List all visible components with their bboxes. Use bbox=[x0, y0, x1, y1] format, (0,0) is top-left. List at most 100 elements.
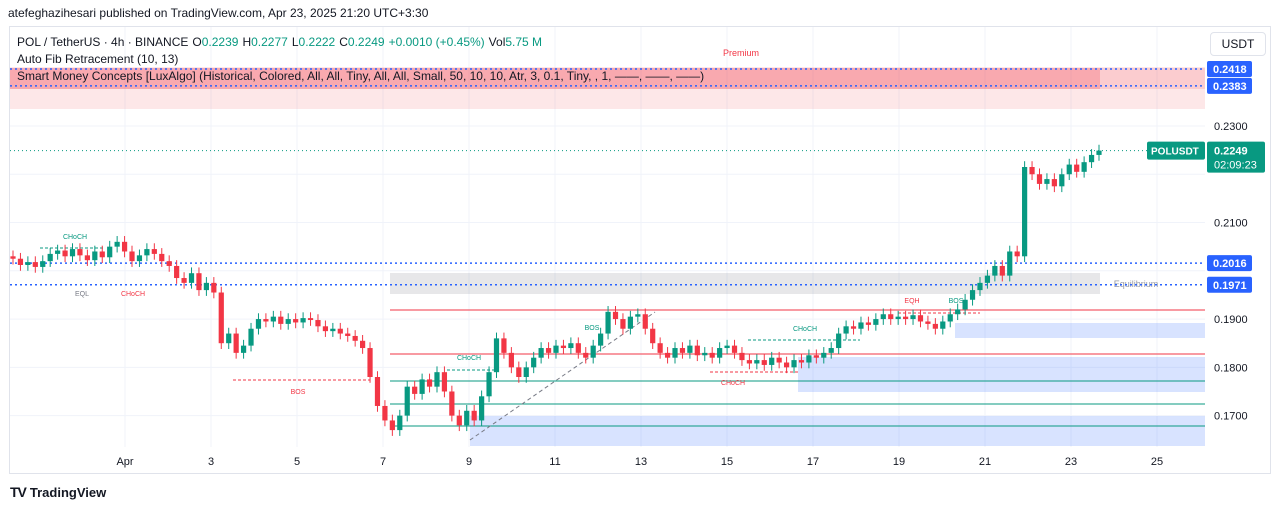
candle-body bbox=[181, 278, 187, 283]
candle-body bbox=[434, 372, 440, 387]
candle bbox=[47, 248, 53, 267]
candle-body bbox=[583, 352, 589, 358]
candle-body bbox=[1088, 154, 1095, 163]
candle-body bbox=[449, 391, 455, 416]
candle-body bbox=[873, 319, 879, 325]
candle bbox=[947, 308, 953, 328]
structure-label: BOS bbox=[949, 298, 964, 305]
high-value: 0.2277 bbox=[251, 35, 288, 49]
candle-body bbox=[25, 262, 31, 265]
candle-body bbox=[858, 322, 864, 329]
candle bbox=[307, 312, 314, 326]
candle-body bbox=[203, 282, 210, 291]
candle-body bbox=[285, 319, 291, 324]
indicator-fib-label: Auto Fib Retracement (10, 13) bbox=[17, 52, 179, 66]
candle bbox=[471, 405, 477, 427]
candle bbox=[865, 316, 872, 331]
symbol-label[interactable]: POL / TetherUS · 4h · BINANCE bbox=[17, 35, 189, 49]
candle bbox=[25, 256, 31, 271]
candle-body bbox=[1074, 164, 1080, 172]
candle-body bbox=[315, 320, 321, 327]
x-tick-label: 3 bbox=[208, 456, 214, 468]
x-tick-label: 13 bbox=[635, 456, 647, 468]
candle bbox=[114, 236, 120, 253]
candle-body bbox=[1007, 251, 1013, 276]
candle bbox=[166, 255, 172, 272]
candle bbox=[635, 308, 641, 323]
candle-body bbox=[419, 379, 425, 394]
candle-body bbox=[270, 316, 276, 322]
candle-body bbox=[709, 352, 715, 358]
candle bbox=[337, 322, 343, 340]
candle-body bbox=[322, 326, 329, 332]
high-label: H bbox=[242, 35, 252, 49]
candle-body bbox=[836, 333, 842, 349]
x-tick-label: Apr bbox=[116, 456, 133, 468]
candle bbox=[263, 313, 269, 328]
candle bbox=[434, 366, 440, 393]
x-tick-label: 19 bbox=[893, 456, 905, 468]
candle-body bbox=[717, 348, 723, 358]
candle bbox=[553, 339, 559, 359]
candle-body bbox=[55, 250, 61, 254]
symbol-tag: POLUSDT bbox=[1151, 147, 1199, 158]
candle-body bbox=[330, 328, 336, 332]
indicator-smc[interactable]: Smart Money Concepts [LuxAlgo] (Historic… bbox=[17, 68, 704, 85]
candle bbox=[598, 327, 604, 352]
candle-body bbox=[464, 410, 470, 426]
y-tick-label: 0.1700 bbox=[1214, 411, 1248, 423]
candle-body bbox=[888, 314, 894, 320]
premium-label: Premium bbox=[723, 48, 759, 58]
candle-body bbox=[40, 261, 46, 267]
countdown-timer: 02:09:23 bbox=[1214, 160, 1257, 172]
candle-body bbox=[962, 299, 968, 310]
currency-button[interactable]: USDT bbox=[1210, 32, 1266, 56]
candle bbox=[40, 255, 46, 273]
equilibrium-label: Equilibrium bbox=[1114, 279, 1159, 289]
candle-body bbox=[724, 345, 730, 349]
current-price-box bbox=[1207, 141, 1265, 173]
candle-body bbox=[560, 345, 567, 349]
candle bbox=[843, 320, 849, 340]
candle-body bbox=[620, 319, 626, 329]
candle bbox=[129, 245, 135, 267]
tradingview-logo-icon: TV bbox=[10, 484, 27, 500]
candle bbox=[731, 339, 738, 359]
candle-body bbox=[501, 338, 507, 353]
candle bbox=[902, 310, 909, 325]
candle bbox=[895, 310, 901, 325]
candle bbox=[441, 366, 448, 398]
price-label-bg bbox=[1207, 276, 1252, 293]
indicator-fib[interactable]: Auto Fib Retracement (10, 13) bbox=[17, 51, 704, 68]
candle bbox=[783, 356, 790, 374]
candle bbox=[568, 337, 574, 354]
candle-body bbox=[1081, 162, 1087, 172]
candle bbox=[516, 361, 522, 383]
candle-body bbox=[1022, 167, 1028, 257]
candle-body bbox=[821, 352, 827, 358]
price-label: 0.2383 bbox=[1213, 81, 1247, 93]
candle-body bbox=[1044, 179, 1050, 184]
candle-body bbox=[813, 355, 819, 358]
candle bbox=[285, 313, 291, 330]
candle bbox=[717, 342, 723, 364]
candle bbox=[545, 342, 552, 359]
price-label: 0.1971 bbox=[1213, 280, 1247, 292]
candle-body bbox=[739, 352, 745, 361]
candle-body bbox=[293, 319, 299, 323]
candle-body bbox=[694, 345, 700, 356]
candle bbox=[1088, 149, 1095, 168]
candle bbox=[32, 256, 38, 273]
demand-block bbox=[798, 357, 1205, 392]
candle bbox=[322, 320, 329, 337]
candle-body bbox=[642, 314, 648, 329]
candle bbox=[531, 351, 537, 374]
candle-body bbox=[605, 311, 611, 334]
candle-body bbox=[382, 405, 388, 421]
candle bbox=[955, 303, 961, 321]
x-tick-label: 15 bbox=[721, 456, 733, 468]
candle bbox=[181, 272, 187, 289]
candle-body bbox=[337, 328, 343, 334]
